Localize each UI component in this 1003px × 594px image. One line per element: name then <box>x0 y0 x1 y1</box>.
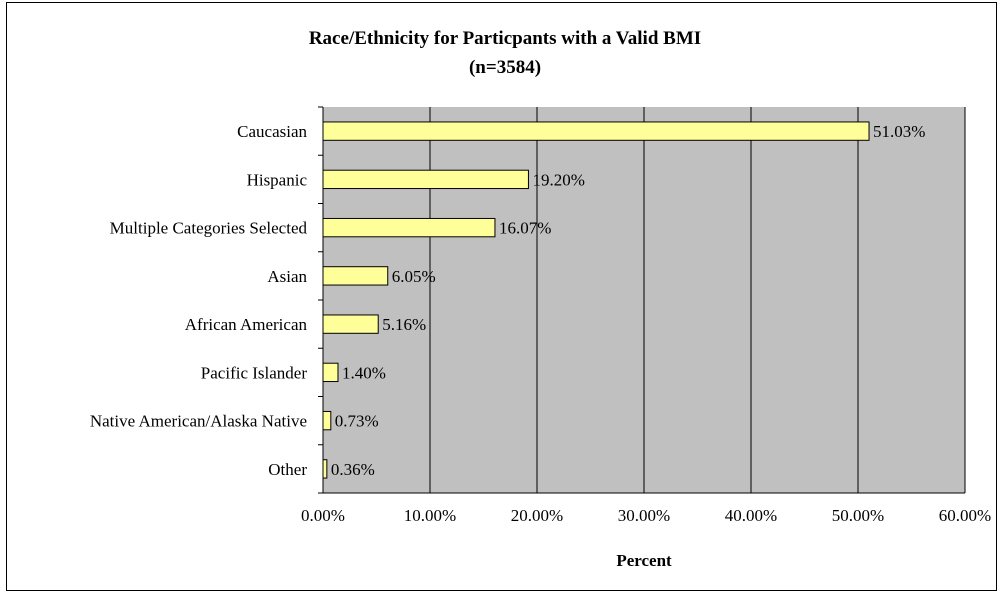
data-label: 16.07% <box>499 219 551 238</box>
category-label: Native American/Alaska Native <box>90 412 307 431</box>
bar <box>322 266 389 286</box>
x-tick-label: 30.00% <box>618 506 670 525</box>
x-tick-labels: 0.00% 10.00% 20.00% 30.00% 40.00% 50.00% 60.00… <box>301 506 991 525</box>
data-label: 6.05% <box>392 267 436 286</box>
category-label: Pacific Islander <box>201 363 308 382</box>
category-label: Caucasian <box>237 122 307 141</box>
data-label: 0.73% <box>335 412 379 431</box>
x-axis-title: Percent <box>616 551 672 570</box>
bar <box>322 169 529 190</box>
y-axis <box>318 106 324 494</box>
category-labels: Caucasian Hispanic Multiple Categories Sel… <box>90 122 308 479</box>
data-label: 1.40% <box>342 363 386 382</box>
category-label: Other <box>268 460 307 479</box>
x-tick-label: 10.00% <box>404 506 456 525</box>
data-label: 19.20% <box>532 170 584 189</box>
x-tick-label: 60.00% <box>939 506 991 525</box>
category-label: Asian <box>267 267 307 286</box>
bar <box>322 121 870 141</box>
chart-title: Race/Ethnicity for Particpants with a Va… <box>309 28 701 49</box>
category-label: Multiple Categories Selected <box>110 219 308 238</box>
data-label: 5.16% <box>382 315 426 334</box>
category-label: Hispanic <box>247 170 308 189</box>
data-labels: 51.03% 19.20% 16.07% 6.05% 5.16% 1.40% 0.73% 0.… <box>331 122 926 479</box>
bar <box>322 410 332 431</box>
bar <box>322 217 496 238</box>
x-tick-label: 0.00% <box>301 506 345 525</box>
x-tick-label: 40.00% <box>725 506 777 525</box>
data-label: 0.36% <box>331 460 375 479</box>
chart-subtitle: (n=3584) <box>469 57 541 78</box>
x-tick-label: 20.00% <box>511 506 563 525</box>
bar <box>322 362 339 383</box>
x-tick-label: 50.00% <box>832 506 884 525</box>
bars <box>322 121 870 479</box>
bar <box>322 459 328 479</box>
gridlines <box>323 107 966 494</box>
data-label: 51.03% <box>873 122 925 141</box>
category-label: African American <box>185 315 308 334</box>
bar <box>322 314 379 334</box>
